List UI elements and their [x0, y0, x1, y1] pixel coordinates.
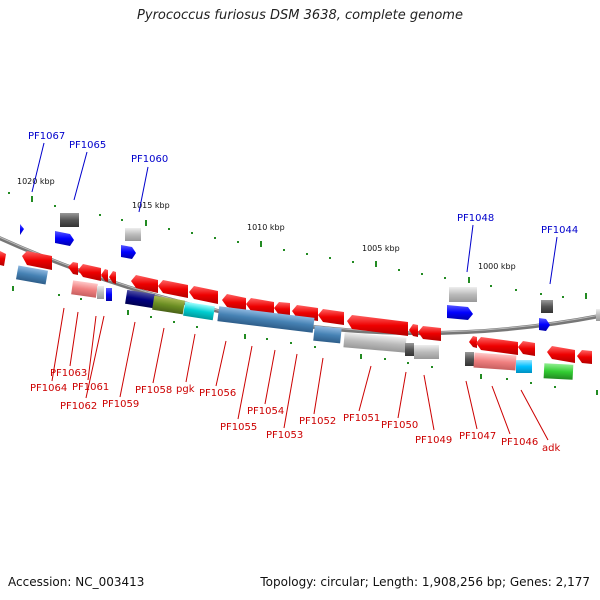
forward-strand-genes — [20, 213, 600, 331]
label-pf1052[interactable]: PF1052 — [299, 416, 336, 427]
gene-pf1061-fwd[interactable] — [125, 228, 141, 241]
gene-pf1061[interactable] — [106, 288, 112, 301]
gene-pf1043-rev[interactable] — [547, 346, 575, 363]
gene-pf1062-rev[interactable] — [78, 264, 101, 281]
reverse-strand-genes — [0, 251, 592, 380]
label-pf1049[interactable]: PF1049 — [415, 435, 452, 446]
gene-pf1052[interactable] — [313, 325, 342, 344]
gene-pf1060[interactable] — [121, 245, 136, 259]
gene-pf1059-rev[interactable] — [131, 275, 158, 293]
label-pf1054[interactable]: PF1054 — [247, 406, 284, 417]
gene-pf1047[interactable] — [465, 352, 474, 366]
label-pf1063[interactable]: PF1063 — [50, 368, 87, 379]
gene-pf1044[interactable] — [539, 318, 550, 331]
label-pf1065[interactable]: PF1065 — [69, 140, 106, 151]
scale-label-1015: 1015 kbp — [132, 201, 170, 210]
gene-pf1064-rev[interactable] — [22, 251, 52, 270]
gene-pf1052-rev[interactable] — [318, 309, 344, 325]
gene-pgk-rev[interactable] — [189, 286, 218, 304]
label-pgk[interactable]: pgk — [176, 384, 195, 395]
gene-pgk[interactable] — [183, 301, 215, 321]
label-pf1060[interactable]: PF1060 — [131, 154, 168, 165]
label-pf1064[interactable]: PF1064 — [30, 383, 67, 394]
genome-info-text: Topology: circular; Length: 1,908,256 bp… — [260, 575, 590, 589]
gene-pf1056-rev[interactable] — [222, 294, 246, 311]
gene-pf1048[interactable] — [447, 305, 473, 320]
gene-adk[interactable] — [543, 363, 574, 380]
gene-pf1046-rev[interactable] — [476, 337, 518, 355]
label-pf1046[interactable]: PF1046 — [501, 437, 538, 448]
gene-pf1059[interactable] — [125, 289, 155, 309]
label-pf1056[interactable]: PF1056 — [199, 388, 236, 399]
scale-label-1005: 1005 kbp — [362, 244, 400, 253]
gene-pf1058-rev[interactable] — [158, 280, 188, 298]
gene-pf1049-rev[interactable] — [418, 326, 441, 341]
gene-pf1055[interactable] — [217, 306, 315, 333]
gene-pf1064[interactable] — [16, 265, 48, 285]
gene-pf1062[interactable] — [97, 286, 104, 299]
gene-pf1065[interactable] — [55, 231, 74, 246]
gene-pf1058[interactable] — [152, 295, 185, 315]
gene-pf1045[interactable] — [541, 300, 553, 313]
upper-scale-ring — [8, 192, 587, 299]
gene-pf1050[interactable] — [405, 343, 414, 356]
label-pf1055[interactable]: PF1055 — [220, 422, 257, 433]
label-pf1051[interactable]: PF1051 — [343, 413, 380, 424]
label-adk[interactable]: adk — [542, 443, 560, 454]
top-leaders — [31, 142, 558, 285]
page-title: Pyrococcus furiosus DSM 3638, complete g… — [137, 8, 463, 23]
gene-adk-rev[interactable] — [518, 341, 535, 356]
gene-pf1063-rev[interactable] — [68, 262, 78, 275]
gene-pf1043[interactable] — [596, 309, 600, 321]
label-pf1062[interactable]: PF1062 — [60, 401, 97, 412]
label-pf1061[interactable]: PF1061 — [72, 382, 109, 393]
gene-adk-sky[interactable] — [516, 360, 532, 373]
accession-text: Accession: NC_003413 — [8, 575, 145, 589]
label-pf1058[interactable]: PF1058 — [135, 385, 172, 396]
label-pf1048[interactable]: PF1048 — [457, 213, 494, 224]
gene-pf1066[interactable] — [60, 213, 79, 227]
gene-pf1054-rev[interactable] — [274, 302, 290, 316]
gene-pf1042-rev[interactable] — [577, 350, 592, 364]
gene-pf1061-rev[interactable] — [101, 269, 108, 282]
gene-pf1068[interactable] — [0, 251, 6, 266]
label-pf1053[interactable]: PF1053 — [266, 430, 303, 441]
scale-label-1020: 1020 kbp — [17, 177, 55, 186]
gene-pf1046[interactable] — [473, 352, 517, 371]
label-pf1067[interactable]: PF1067 — [28, 131, 65, 142]
bottom-leaders — [51, 307, 549, 441]
label-pf1050[interactable]: PF1050 — [381, 420, 418, 431]
gene-pf1050-rev[interactable] — [409, 324, 418, 337]
gene-pf1048-gray[interactable] — [449, 287, 477, 302]
lower-scale-ring — [12, 286, 598, 395]
scale-label-1000: 1000 kbp — [478, 262, 516, 271]
gene-pf1049[interactable] — [414, 345, 439, 359]
gene-pf1067[interactable] — [20, 224, 24, 235]
gene-pf1051-rev[interactable] — [347, 315, 408, 336]
scale-label-1010: 1010 kbp — [247, 223, 285, 232]
label-pf1059[interactable]: PF1059 — [102, 399, 139, 410]
gene-pf1063[interactable] — [71, 280, 98, 298]
gene-pf1047-rev[interactable] — [469, 336, 477, 348]
label-pf1047[interactable]: PF1047 — [459, 431, 496, 442]
label-pf1044[interactable]: PF1044 — [541, 225, 578, 236]
gene-pf1061b-rev[interactable] — [109, 271, 116, 284]
gene-pf1051[interactable] — [343, 332, 407, 353]
